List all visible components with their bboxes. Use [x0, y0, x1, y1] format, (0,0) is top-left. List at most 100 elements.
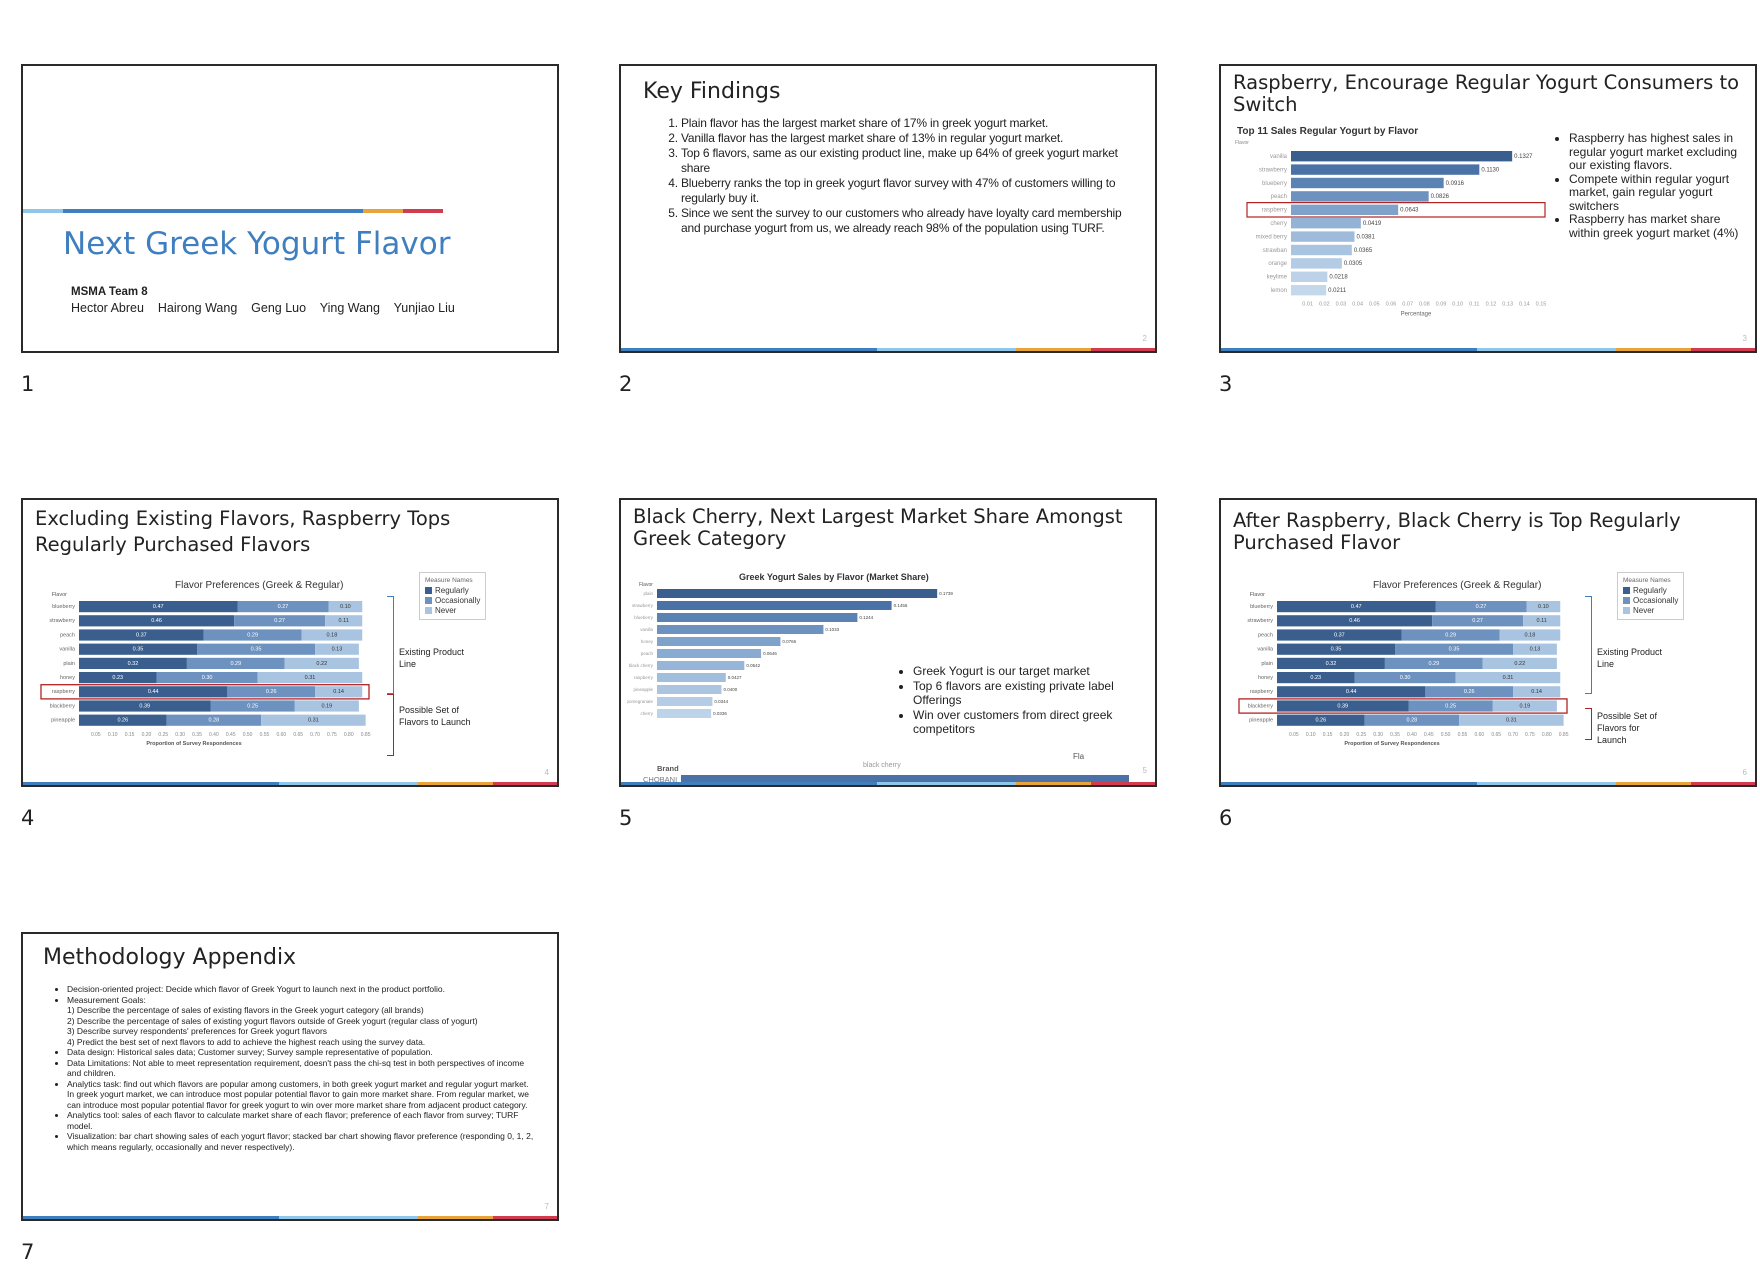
slide-number-2: 2 — [619, 372, 633, 396]
stacked-bar-segment — [1523, 615, 1561, 627]
method-item: Analytics tool: sales of each flavor to … — [67, 1110, 535, 1131]
x-tick-label: 0.14 — [1519, 301, 1530, 307]
stacked-bar-segment — [79, 657, 187, 669]
category-label: strawberry — [1259, 167, 1287, 173]
slide-thumbnail-7[interactable]: Methodology Appendix Decision-oriented p… — [21, 932, 559, 1221]
stacked-bar-segment — [1526, 601, 1561, 613]
x-tick-label: 0.65 — [1491, 732, 1501, 738]
bracket-existing-label: Existing Product Line — [1597, 647, 1663, 669]
stacked-bar-segment — [166, 714, 262, 726]
bottom-stripe — [23, 1216, 557, 1219]
bar — [657, 625, 824, 634]
data-label: 0.0646 — [763, 651, 777, 656]
stacked-bar-segment — [1455, 672, 1561, 684]
stacked-bar-segment — [186, 657, 285, 669]
page-number: 2 — [1142, 334, 1147, 343]
category-label: raspberry — [52, 689, 75, 695]
slide-thumbnail-3[interactable]: Raspberry, Encourage Regular Yogurt Cons… — [1219, 64, 1757, 353]
data-label: 0.0826 — [1431, 194, 1450, 200]
finding-item: Top 6 flavors, same as our existing prod… — [681, 146, 1131, 176]
team-name: MSMA Team 8 — [71, 286, 148, 298]
data-label: 0.11 — [339, 618, 349, 624]
x-tick-label: 0.50 — [1441, 732, 1451, 738]
category-label: raspberry — [634, 675, 654, 680]
stacked-bar-segment — [284, 657, 359, 669]
data-label: 0.35 — [1449, 647, 1460, 653]
chart-title: Flavor Preferences (Greek & Regular) — [175, 580, 344, 591]
bracket-possible-label: Possible Set of Flavors to Launch — [399, 705, 471, 727]
data-label: 0.10 — [340, 604, 351, 610]
stacked-bar-segment — [234, 615, 326, 627]
x-axis-label: Proportion of Survey Respondences — [146, 741, 241, 747]
bottom-stripe — [1221, 348, 1755, 351]
x-tick-label: 0.02 — [1319, 301, 1330, 307]
stacked-bar-segment — [79, 686, 228, 698]
category-label: blueberry — [1262, 181, 1287, 187]
slide-number-4: 4 — [21, 806, 35, 830]
x-tick-label: 0.40 — [209, 732, 219, 738]
legend-item: Never — [425, 606, 480, 616]
bullet-item: Win over customers from direct greek com… — [913, 708, 1123, 737]
data-label: 0.25 — [247, 703, 258, 709]
bar — [657, 613, 858, 622]
bar — [657, 673, 726, 682]
legend-item: Occasionally — [1623, 596, 1678, 606]
data-label: 0.47 — [153, 604, 164, 610]
chart-legend: Measure Names Regularly Occasionally Nev… — [419, 572, 487, 620]
x-tick-label: 0.15 — [1323, 732, 1333, 738]
x-tick-label: 0.30 — [175, 732, 185, 738]
finding-item: Since we sent the survey to our customer… — [681, 206, 1131, 236]
slide-number-7: 7 — [21, 1240, 35, 1264]
page-number: 4 — [544, 768, 549, 777]
slide-thumbnail-1[interactable]: Next Greek Yogurt Flavor MSMA Team 8 Hec… — [21, 64, 559, 353]
x-tick-label: 0.06 — [1386, 301, 1397, 307]
bar — [1291, 204, 1399, 215]
slide-thumbnail-4[interactable]: Excluding Existing Flavors, Raspberry To… — [21, 498, 559, 787]
category-label: pineapple — [1249, 718, 1273, 724]
bar — [1291, 231, 1355, 242]
x-tick-label: 0.25 — [1356, 732, 1366, 738]
x-tick-label: 0.05 — [91, 732, 101, 738]
x-tick-label: 0.75 — [1525, 732, 1535, 738]
category-label: vanilla — [1257, 647, 1274, 653]
data-label: 0.22 — [316, 661, 327, 667]
x-tick-label: 0.05 — [1369, 301, 1380, 307]
data-label: 0.0766 — [782, 639, 796, 644]
x-tick-label: 0.65 — [293, 732, 303, 738]
y-axis-label: Flavor — [639, 582, 653, 588]
slide-number-6: 6 — [1219, 806, 1233, 830]
data-label: 0.0218 — [1329, 275, 1348, 281]
bottom-stripe — [621, 782, 1155, 785]
page-number: 5 — [1142, 766, 1147, 775]
category-label: strawberry — [49, 618, 75, 624]
stacked-bar-segment — [1277, 672, 1355, 684]
data-label: 0.26 — [1464, 689, 1475, 695]
data-label: 0.28 — [209, 718, 220, 724]
category-label: blueberry — [634, 615, 654, 620]
bar — [1291, 151, 1513, 162]
category-label: plain — [643, 591, 653, 596]
method-item: Data Limitations: Not able to meet repre… — [67, 1058, 535, 1079]
bar — [1291, 177, 1444, 189]
x-tick-label: 0.12 — [1486, 301, 1497, 307]
data-label: 0.25 — [1445, 703, 1456, 709]
bracket-possible-label: Possible Set of Flavors for Launch — [1597, 711, 1658, 745]
x-tick-label: 0.20 — [1340, 732, 1350, 738]
data-label: 0.13 — [1530, 647, 1541, 653]
legend-item: Regularly — [425, 586, 480, 596]
slide-thumbnail-2[interactable]: Key Findings Plain flavor has the larges… — [619, 64, 1157, 353]
data-label: 0.10 — [1538, 604, 1549, 610]
stacked-bar-segment — [1364, 714, 1460, 726]
category-label: pineapple — [633, 687, 653, 692]
bar — [1291, 285, 1327, 296]
stacked-bar-segment — [79, 629, 204, 641]
stacked-bar-segment — [1459, 714, 1564, 726]
data-label: 0.29 — [247, 632, 258, 638]
slide-thumbnail-5[interactable]: Black Cherry, Next Largest Market Share … — [619, 498, 1157, 787]
chart-title: Flavor Preferences (Greek & Regular) — [1373, 580, 1542, 591]
slide-thumbnail-6[interactable]: After Raspberry, Black Cherry is Top Reg… — [1219, 498, 1757, 787]
data-label: 0.14 — [1531, 689, 1542, 695]
legend-title: Measure Names — [425, 577, 473, 584]
legend-item: Occasionally — [425, 596, 480, 606]
category-label: peach — [641, 651, 654, 656]
